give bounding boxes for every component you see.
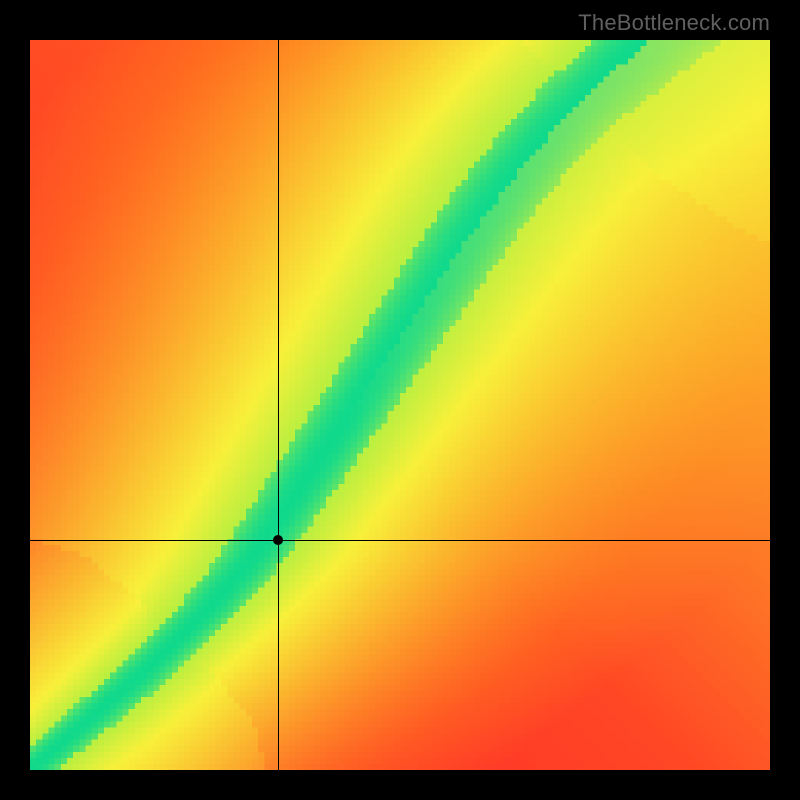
data-point-marker [273,535,283,545]
heatmap-canvas [30,40,770,770]
frame-bottom [0,770,800,800]
frame-right [770,0,800,800]
crosshair-vertical [278,40,279,770]
crosshair-horizontal [30,540,770,541]
plot-area [30,40,770,770]
watermark-text: TheBottleneck.com [578,10,770,36]
frame-left [0,0,30,800]
